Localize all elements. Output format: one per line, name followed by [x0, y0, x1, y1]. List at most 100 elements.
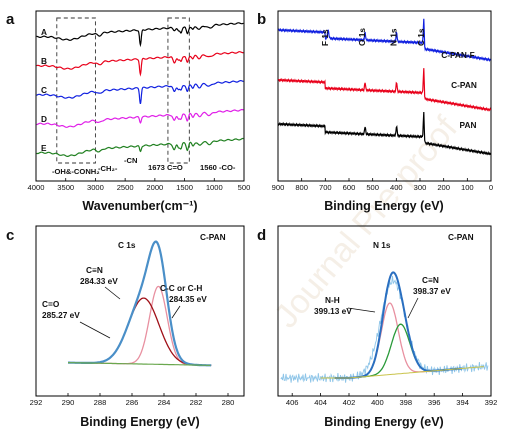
plot-frame-d — [277, 225, 492, 397]
component-name-c-co: C=O — [42, 299, 60, 309]
highlight-box-2 — [167, 17, 190, 164]
panel-letter-a: a — [6, 11, 15, 28]
sample-label-c: C-PAN — [200, 232, 226, 242]
series-label-B: B — [41, 56, 47, 66]
x-tick-label-d-404: 404 — [314, 398, 327, 407]
x-tick-label-b-300: 300 — [414, 183, 427, 192]
x-tick-label-c-286: 286 — [126, 398, 139, 407]
x-tick-label-b-900: 900 — [272, 183, 285, 192]
series-line-D — [36, 108, 244, 128]
x-tick-label-a-2500: 2500 — [117, 183, 134, 192]
annotation-a-3: 1673 C=O — [148, 163, 183, 172]
series-label-C-PAN-F: C-PAN-F — [441, 50, 475, 60]
component-value-c-cn: 284.33 eV — [80, 276, 118, 286]
series-line-C-PAN — [277, 68, 492, 112]
annotation-a-4: 1560 -CO- — [200, 163, 236, 172]
x-tick-label-d-406: 406 — [286, 398, 299, 407]
series-labels-a: A B C D E — [41, 27, 47, 153]
arrow-c-cn — [104, 286, 121, 300]
x-tick-label-c-280: 280 — [222, 398, 235, 407]
curves-c — [68, 240, 212, 367]
panel-letter-c: c — [6, 227, 14, 244]
series-label-A: A — [41, 27, 47, 37]
ticks-a: 4000 3500 3000 2500 2000 1500 1000 500 — [28, 178, 251, 192]
arrow-d-cn — [407, 297, 419, 319]
component-name-c-cc: C-C or C-H — [160, 283, 202, 293]
x-axis-label-b: Binding Energy (eV) — [324, 199, 443, 213]
ticks-d: 406 404 402 400 398 396 394 392 — [286, 393, 497, 407]
arrow-c-co — [79, 321, 111, 339]
plot-frame-b — [277, 10, 492, 182]
series-label-C-PAN: C-PAN — [451, 80, 477, 90]
x-tick-label-b-700: 700 — [319, 183, 332, 192]
component-value-c-co: 285.27 eV — [42, 310, 80, 320]
panel-letter-d: d — [257, 227, 266, 244]
component-value-d-nh: 399.13 eV — [314, 306, 352, 316]
ticks-c: 292 290 288 286 284 282 280 — [30, 393, 235, 407]
x-tick-label-d-392: 392 — [485, 398, 498, 407]
x-axis-label-a: Wavenumber(cm⁻¹) — [82, 199, 197, 213]
x-tick-label-d-400: 400 — [371, 398, 384, 407]
peak-label-N-1s: N 1s — [389, 28, 399, 46]
series-line-C — [36, 80, 244, 105]
panel-b: F 1s O 1s N 1s C 1s PAN C-PAN C-PAN-F 900 800 7… — [257, 10, 493, 213]
component-value-d-cn: 398.37 eV — [413, 286, 451, 296]
x-tick-label-a-500: 500 — [238, 183, 251, 192]
sample-label-d: C-PAN — [448, 232, 474, 242]
highlight-box-1 — [56, 17, 96, 164]
peak-label-C-1s: C 1s — [416, 28, 426, 46]
component-value-c-cc: 284.35 eV — [169, 294, 207, 304]
panel-d: 406 404 402 400 398 396 394 392 d N 1s C-PAN N-… — [257, 225, 497, 429]
watermark: Journal Pre-proof — [267, 109, 465, 335]
annotation-a-1: -CH₂- — [98, 164, 118, 173]
x-tick-label-a-3000: 3000 — [87, 183, 104, 192]
x-tick-label-b-100: 100 — [461, 183, 474, 192]
x-tick-label-c-282: 282 — [190, 398, 203, 407]
x-tick-label-b-200: 200 — [437, 183, 450, 192]
series-label-D: D — [41, 114, 47, 124]
peak-labels-b: F 1s O 1s N 1s C 1s — [320, 28, 426, 46]
annotation-a-2: -CN — [124, 156, 138, 165]
x-tick-label-a-1500: 1500 — [176, 183, 193, 192]
x-tick-label-b-500: 500 — [366, 183, 379, 192]
x-axis-label-d: Binding Energy (eV) — [324, 415, 443, 429]
x-tick-label-b-600: 600 — [343, 183, 356, 192]
component-curve-d-nh — [334, 302, 462, 379]
series-line-A — [36, 22, 244, 48]
peak-label-O-1s: O 1s — [357, 28, 367, 46]
curves-d — [280, 271, 489, 383]
x-tick-label-b-400: 400 — [390, 183, 403, 192]
x-tick-label-a-3500: 3500 — [57, 183, 74, 192]
component-name-d-cn: C≡N — [422, 275, 439, 285]
x-tick-label-d-398: 398 — [399, 398, 412, 407]
x-tick-label-d-402: 402 — [343, 398, 356, 407]
svg-text:Journal Pre-proof: Journal Pre-proof — [267, 109, 465, 335]
highlight-boxes-a — [56, 17, 190, 164]
x-tick-label-a-4000: 4000 — [28, 183, 45, 192]
series-group-b — [277, 18, 492, 156]
component-name-d-nh: N-H — [325, 295, 340, 305]
series-group-a — [36, 22, 244, 157]
x-tick-label-a-2000: 2000 — [146, 183, 163, 192]
series-line-B — [36, 51, 244, 77]
x-tick-label-b-800: 800 — [295, 183, 308, 192]
x-tick-label-b-0: 0 — [489, 183, 493, 192]
x-tick-label-c-288: 288 — [94, 398, 107, 407]
x-tick-label-c-284: 284 — [158, 398, 171, 407]
arrow-c-cc — [171, 305, 181, 319]
peak-label-F-1s: F 1s — [320, 29, 330, 46]
x-tick-label-d-394: 394 — [456, 398, 469, 407]
x-tick-label-c-292: 292 — [30, 398, 43, 407]
arrow-d-nh — [347, 307, 376, 313]
title-c: C 1s — [118, 240, 136, 250]
x-tick-label-d-396: 396 — [428, 398, 441, 407]
panel-c: 292 290 288 286 284 282 280 c C 1s C-PAN C≡N 2… — [6, 225, 245, 429]
ticks-b: 900 800 700 600 500 400 300 200 100 0 — [272, 178, 493, 192]
title-d: N 1s — [373, 240, 391, 250]
x-tick-label-a-1000: 1000 — [206, 183, 223, 192]
plot-frame-c — [35, 225, 245, 397]
baseline-d — [320, 366, 484, 379]
series-label-C: C — [41, 85, 47, 95]
baseline-c — [68, 362, 211, 366]
component-name-c-cn: C≡N — [86, 265, 103, 275]
